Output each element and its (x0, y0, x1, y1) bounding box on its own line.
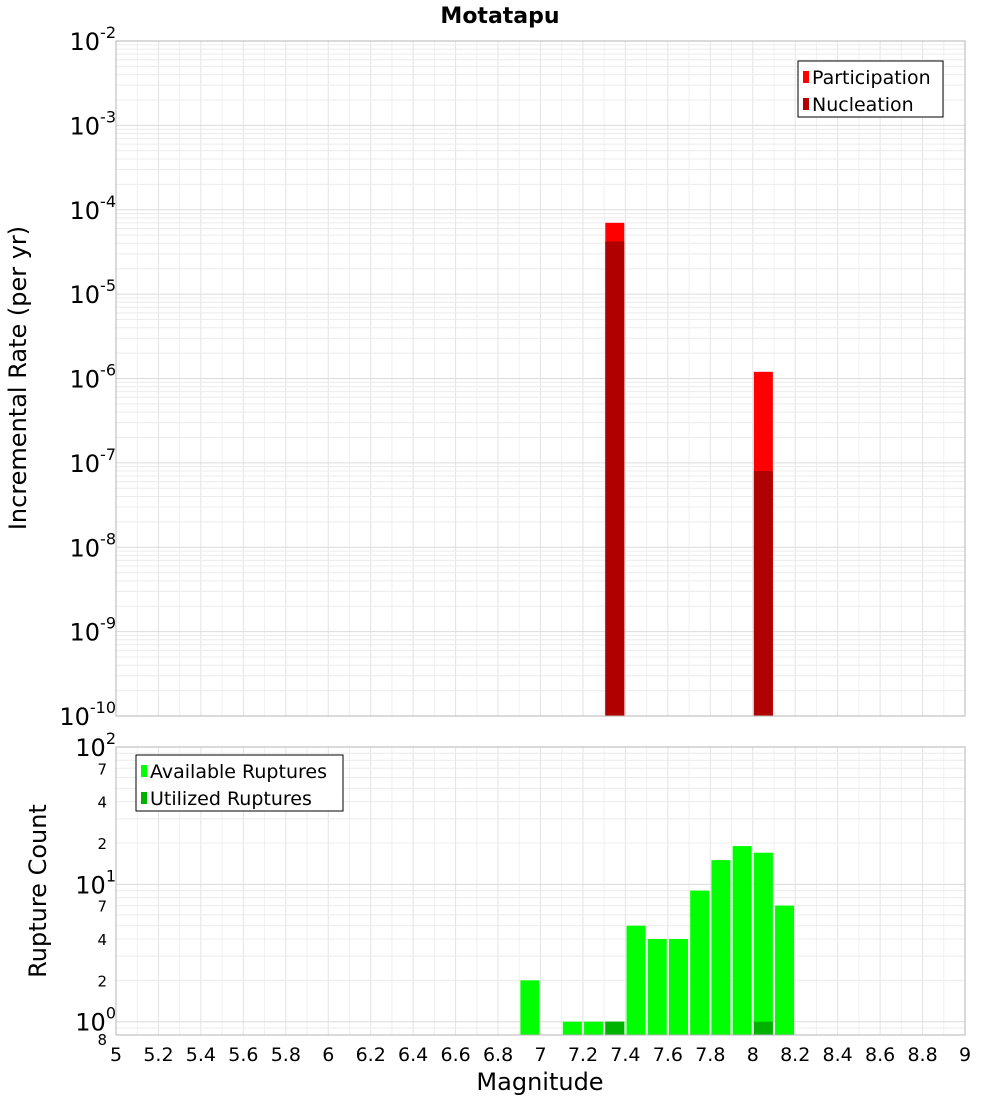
bottom-plot-frame (115, 746, 966, 1036)
bottom-legend-entry: Available Ruptures (150, 761, 327, 783)
bottom-bar-available-ruptures (562, 1021, 582, 1035)
x-tick-label: 7.8 (695, 1044, 725, 1066)
x-tick-label: 5.4 (186, 1044, 216, 1066)
bottom-bar-available-ruptures (520, 980, 540, 1035)
x-axis-label: Magnitude (476, 1068, 603, 1096)
x-tick-label: 8.6 (865, 1044, 895, 1066)
x-tick-label: 9 (959, 1044, 971, 1066)
top-y-axis-label: Incremental Rate (per yr) (4, 226, 32, 530)
bottom-bar-available-ruptures (732, 846, 752, 1035)
bottom-legend-box (135, 754, 344, 812)
bottom-y-tick-label-minor: 7 (97, 760, 107, 778)
x-tick-label: 5.8 (271, 1044, 301, 1066)
x-tick-label: 5 (110, 1044, 122, 1066)
top-y-tick-label: 10-5 (70, 276, 117, 309)
top-legend-entry: Nucleation (812, 94, 914, 116)
chart-title: Motatapu (440, 4, 559, 29)
bottom-bar-available-ruptures (626, 925, 646, 1035)
x-tick-label: 6.8 (483, 1044, 513, 1066)
top-y-tick-label: 10-7 (70, 445, 117, 478)
bottom-bar-available-ruptures (753, 852, 773, 1035)
top-y-tick-label: 10-3 (70, 107, 117, 140)
bottom-bar-available-ruptures (711, 860, 731, 1035)
bottom-bar-utilized-ruptures (605, 1021, 625, 1035)
bottom-bar-available-ruptures (647, 939, 667, 1035)
x-tick-label: 7.2 (568, 1044, 598, 1066)
bottom-legend-swatch (141, 765, 147, 777)
x-tick-label: 8.2 (780, 1044, 810, 1066)
x-tick-label: 8.4 (823, 1044, 853, 1066)
top-legend-swatch (803, 71, 809, 83)
x-tick-label: 7.4 (610, 1044, 640, 1066)
x-tick-label: 7 (534, 1044, 546, 1066)
bottom-y-tick-label: 101 (75, 866, 116, 899)
bottom-y-tick-label-minor: 7 (97, 898, 107, 916)
x-tick-label: 6 (322, 1044, 334, 1066)
bottom-legend-swatch (141, 792, 147, 804)
bottom-y-tick-label-minor: 8 (97, 1031, 107, 1049)
bottom-y-tick-label: 102 (75, 729, 116, 762)
bottom-legend-entry: Utilized Ruptures (150, 788, 312, 810)
bottom-y-tick-label-minor: 4 (97, 794, 107, 812)
bottom-y-tick-label-minor: 4 (97, 931, 107, 949)
bottom-y-tick-label: 100 (75, 1004, 116, 1037)
top-legend-swatch (803, 98, 809, 110)
bottom-y-tick-label-minor: 2 (97, 972, 107, 990)
top-legend-entry: Participation (812, 67, 931, 89)
top-y-tick-label: 10-9 (70, 614, 117, 647)
x-tick-label: 6.2 (356, 1044, 386, 1066)
top-y-tick-label: 10-8 (70, 529, 117, 562)
bottom-y-tick-label-minor: 2 (97, 835, 107, 853)
bottom-y-axis-label: Rupture Count (24, 804, 52, 978)
top-bar-nucleation (605, 241, 625, 717)
x-tick-label: 7.6 (653, 1044, 683, 1066)
top-plot-rates: 10-10 10-9 10-8 10-7 10-6 10-5 10-4 10-3 10-2 Par… (59, 23, 966, 731)
top-y-tick-label: 10-6 (70, 361, 117, 394)
top-y-tick-label: 10-10 (59, 698, 116, 731)
bottom-bar-available-ruptures (668, 939, 688, 1035)
x-tick-label: 8 (747, 1044, 759, 1066)
top-legend-box (797, 60, 944, 118)
x-tick-label: 5.2 (143, 1044, 173, 1066)
x-tick-label: 5.6 (228, 1044, 258, 1066)
bottom-bar-available-ruptures (584, 1021, 604, 1035)
x-tick-label: 6.4 (398, 1044, 428, 1066)
top-y-tick-label: 10-2 (70, 23, 117, 56)
top-bar-nucleation (753, 471, 773, 716)
bottom-bar-utilized-ruptures (753, 1021, 773, 1035)
top-plot-frame (115, 40, 966, 717)
top-y-tick-label: 10-4 (70, 192, 117, 225)
bottom-bar-available-ruptures (690, 890, 710, 1035)
bottom-bar-available-ruptures (775, 905, 795, 1035)
x-tick-label: 8.8 (907, 1044, 937, 1066)
x-tick-label: 6.6 (440, 1044, 470, 1066)
